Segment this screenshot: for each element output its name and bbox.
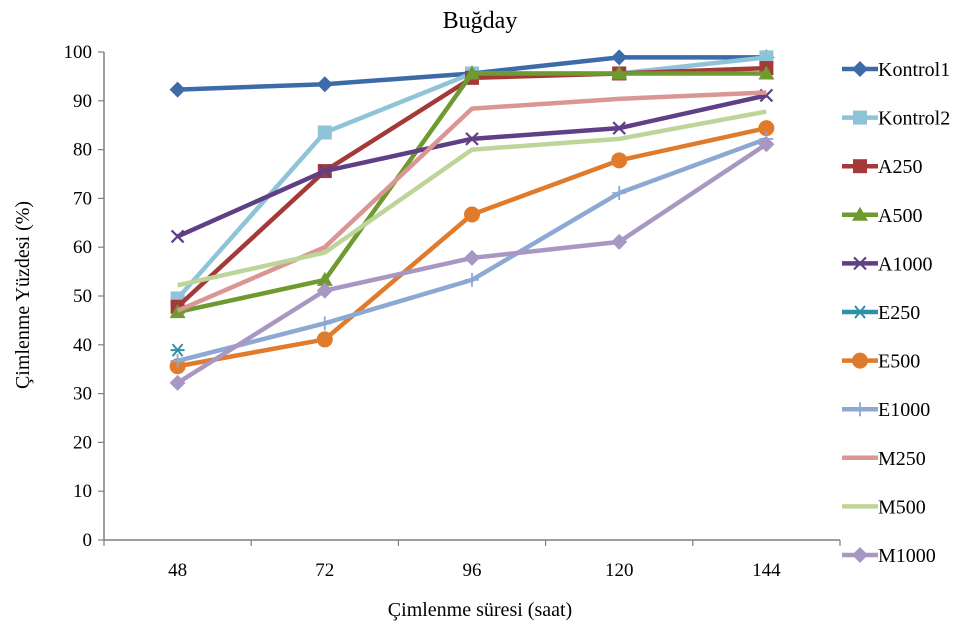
- legend-item-a250: A250: [842, 156, 922, 178]
- y-tick-label: 70: [73, 188, 92, 209]
- x-tick-label: 72: [315, 560, 334, 581]
- legend-marker-e250: [853, 305, 867, 319]
- y-tick-label: 100: [64, 42, 93, 63]
- chart-title: Buğday: [443, 8, 518, 34]
- series-m1000: [169, 136, 775, 391]
- data-point-kontrol2: [759, 50, 774, 65]
- legend-marker-e1000: [853, 402, 867, 417]
- axes: 0 10 20 30 40 50 60 70 80 90 100 48 72 96 120 144: [64, 42, 841, 581]
- data-point-a500: [464, 65, 480, 80]
- data-point-e1000: [170, 353, 185, 368]
- series-line-m250: [176, 90, 767, 313]
- legend-label-m1000: M1000: [878, 545, 936, 567]
- data-point-e500: [464, 206, 480, 223]
- legend-item-e250: E250: [842, 302, 920, 324]
- y-tick-label: 10: [73, 481, 92, 502]
- data-point-m1000: [611, 233, 628, 250]
- series-line-m500: [177, 109, 767, 288]
- data-point-a1000: [465, 132, 479, 146]
- legend-item-e1000: E1000: [842, 399, 930, 421]
- legend-item-a500: A500: [842, 205, 922, 227]
- data-point-kontrol2: [317, 125, 332, 140]
- legend-item-e500: E500: [842, 351, 920, 373]
- series-e500: [169, 120, 775, 375]
- series-m250: [176, 90, 767, 313]
- legend-marker-kontrol1: [852, 61, 868, 77]
- data-point-m1000: [316, 282, 333, 299]
- legend-marker-m1000: [852, 547, 868, 563]
- data-point-a500: [611, 65, 628, 80]
- data-point-a1000: [318, 164, 332, 178]
- y-axis-label: Çimlenme Yüzdesi (%): [12, 201, 34, 389]
- data-point-kontrol1: [169, 81, 186, 98]
- legend-marker-kontrol2: [853, 110, 867, 125]
- data-point-e500: [758, 120, 775, 137]
- data-point-e250: [170, 343, 185, 357]
- data-point-m1000: [464, 249, 480, 266]
- y-tick-label: 90: [73, 91, 92, 112]
- legend-item-a1000: A1000: [842, 253, 932, 275]
- series-line-e500: [177, 125, 767, 369]
- legend-label-m500: M500: [878, 496, 926, 518]
- y-tick-label: 50: [73, 286, 92, 307]
- x-axis-label: Çimlenme süresi (saat): [388, 599, 572, 621]
- y-tick-label: 20: [73, 432, 92, 453]
- data-point-m1000: [758, 136, 775, 153]
- series-e1000: [170, 131, 774, 368]
- series-a500: [169, 65, 775, 319]
- data-point-e1000: [612, 186, 627, 201]
- legend-label-kontrol1: Kontrol1: [878, 59, 950, 81]
- legend-item-kontrol2: Kontrol2: [842, 108, 950, 130]
- data-point-e500: [316, 331, 333, 348]
- legend-marker-a1000: [853, 256, 867, 271]
- legend-item-m1000: M1000: [842, 545, 936, 567]
- data-point-e500: [611, 152, 628, 169]
- data-point-a500: [316, 271, 333, 286]
- legend-label-e500: E500: [878, 351, 920, 373]
- legend-label-e250: E250: [878, 302, 920, 324]
- data-point-a500: [169, 304, 186, 319]
- y-tick-label: 40: [73, 335, 92, 356]
- data-point-a500: [758, 65, 775, 80]
- data-point-e1000: [317, 316, 332, 331]
- data-point-e1000: [465, 272, 479, 287]
- series-e250: [170, 343, 185, 357]
- x-tick-label: 120: [605, 560, 634, 581]
- data-point-a1000: [170, 229, 185, 244]
- legend-label-a500: A500: [878, 205, 922, 227]
- legend-marker-e500: [852, 352, 868, 369]
- x-tick-label: 144: [752, 560, 781, 581]
- legend-label-m250: M250: [878, 448, 926, 470]
- y-tick-label: 0: [83, 530, 93, 551]
- legend-label-a1000: A1000: [878, 253, 932, 275]
- legend-marker-a500: [852, 206, 868, 221]
- legend-label-kontrol2: Kontrol2: [878, 108, 950, 130]
- series-m500: [177, 109, 767, 288]
- legend-label-e1000: E1000: [878, 399, 930, 421]
- x-tick-label: 96: [463, 560, 482, 581]
- legend-label-a250: A250: [878, 156, 922, 178]
- y-tick-label: 30: [73, 384, 92, 405]
- data-point-m1000: [169, 374, 186, 391]
- data-point-kontrol1: [611, 49, 628, 66]
- data-point-kontrol1: [316, 76, 333, 93]
- legend-item-m500: M500: [842, 496, 926, 518]
- x-tick-label: 48: [168, 560, 187, 581]
- data-point-a1000: [612, 121, 626, 135]
- legend-item-kontrol1: Kontrol1: [842, 59, 950, 81]
- legend-item-m250: M250: [842, 448, 926, 470]
- y-tick-label: 80: [73, 140, 92, 161]
- y-tick-label: 60: [73, 237, 92, 258]
- legend-marker-a250: [853, 159, 867, 174]
- legend: Kontrol1 Kontrol2 A250 A500 A1000 E250 E500 E10…: [842, 59, 950, 567]
- series-layer: [169, 49, 775, 391]
